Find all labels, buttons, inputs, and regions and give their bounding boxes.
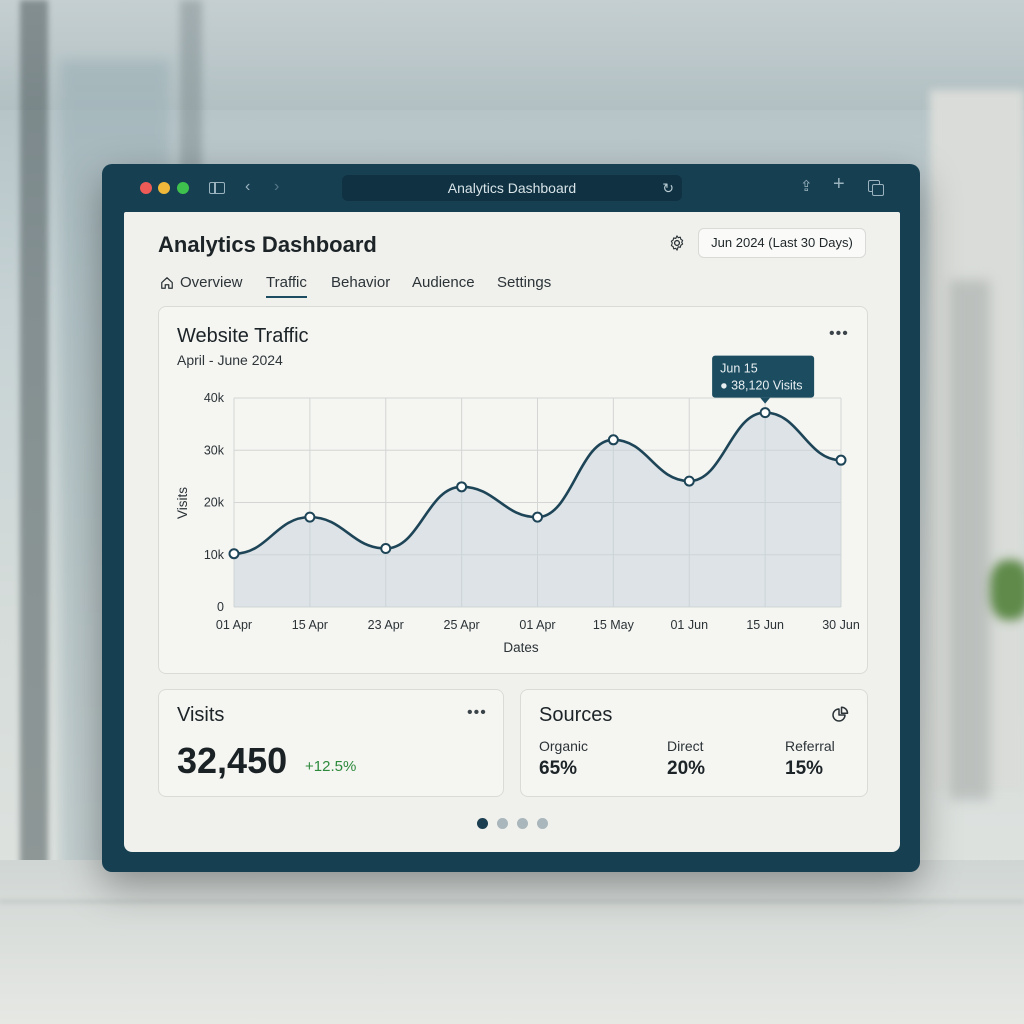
minimize-button[interactable] (158, 182, 170, 194)
x-tick-label: 23 Apr (368, 618, 404, 632)
home-icon (161, 277, 173, 289)
source-label-organic: Organic (539, 738, 589, 754)
data-point (380, 542, 392, 554)
close-button[interactable] (140, 182, 152, 194)
title-bar: ‹ › Analytics Dashboard ↻ ⇪ + (102, 164, 920, 212)
x-axis-label: Dates (503, 640, 539, 655)
pager-dot[interactable] (477, 818, 488, 829)
gear-icon[interactable] (668, 234, 686, 252)
chart-subtitle: April - June 2024 (177, 352, 283, 368)
back-icon[interactable]: ‹ (245, 178, 251, 195)
data-point (683, 475, 695, 487)
tooltip-date: Jun 15 (720, 362, 758, 376)
data-point (456, 481, 468, 493)
browser-window: ‹ › Analytics Dashboard ↻ ⇪ + Analytics … (102, 164, 920, 872)
new-tab-icon[interactable]: + (833, 173, 845, 195)
source-value-organic: 65% (539, 758, 578, 779)
maximize-button[interactable] (177, 182, 189, 194)
reload-icon[interactable]: ↻ (662, 180, 674, 196)
sources-title: Sources (539, 704, 613, 726)
data-point (759, 407, 771, 419)
chart-tooltip: Jun 15 ● 38,120 Visits (712, 355, 815, 404)
tab-overview[interactable]: Overview (180, 274, 243, 291)
source-value-referral: 15% (785, 758, 824, 779)
source-label-referral: Referral (785, 738, 835, 754)
more-options-icon[interactable]: ••• (829, 325, 849, 342)
source-label-direct: Direct (667, 738, 704, 754)
data-point (304, 511, 316, 523)
dashboard-content: Analytics Dashboard Jun 2024 (Last 30 Da… (124, 212, 900, 852)
y-axis-label: Visits (175, 487, 190, 519)
x-tick-label: 25 Apr (444, 618, 480, 632)
y-tick-label: 0 (217, 600, 224, 614)
x-tick-label: 30 Jun (822, 618, 860, 632)
x-tick-label: 15 Apr (292, 618, 328, 632)
sources-card: Sources Organic 65% Direct 20% Referral … (520, 689, 868, 797)
date-range-button[interactable]: Jun 2024 (Last 30 Days) (698, 228, 866, 258)
pie-chart-icon[interactable] (831, 706, 849, 724)
page-title: Analytics Dashboard (158, 232, 377, 257)
x-tick-label: 01 Apr (519, 618, 555, 632)
y-tick-label: 10k (204, 548, 225, 562)
tab-audience[interactable]: Audience (412, 274, 475, 291)
visits-delta: +12.5% (305, 758, 357, 775)
y-tick-label: 30k (204, 443, 225, 457)
tab-traffic[interactable]: Traffic (266, 274, 307, 298)
data-point (835, 454, 847, 466)
source-value-direct: 20% (667, 758, 706, 779)
pager-dot[interactable] (497, 818, 508, 829)
traffic-chart: 0 10k 20k 30k 40k 01 Apr 15 Apr 23 Apr 25 Apr 01… (175, 355, 860, 655)
pager-dot[interactable] (537, 818, 548, 829)
tooltip-value: ● 38,120 Visits (720, 379, 802, 393)
tab-settings[interactable]: Settings (497, 274, 552, 291)
y-tick-label: 20k (204, 496, 225, 510)
y-tick-label: 40k (204, 391, 225, 405)
forward-icon[interactable]: › (274, 178, 280, 195)
sidebar-toggle-icon[interactable] (209, 182, 225, 194)
chart-area-fill (234, 412, 841, 607)
x-tick-label: 15 Jun (746, 618, 784, 632)
address-bar-title: Analytics Dashboard (447, 180, 577, 196)
x-tick-label: 15 May (593, 618, 635, 632)
chart-title: Website Traffic (177, 325, 309, 347)
data-point (532, 511, 543, 523)
tab-behavior[interactable]: Behavior (331, 274, 391, 291)
data-point (228, 548, 240, 560)
x-tick-label: 01 Jun (670, 618, 708, 632)
more-options-icon[interactable]: ••• (467, 704, 487, 721)
visits-value: 32,450 (177, 740, 288, 781)
visits-title: Visits (177, 704, 225, 726)
pager-dot[interactable] (517, 818, 528, 829)
tab-overview-icon[interactable] (868, 180, 884, 196)
address-bar[interactable]: Analytics Dashboard ↻ (342, 175, 682, 201)
share-icon[interactable]: ⇪ (800, 178, 813, 195)
x-tick-label: 01 Apr (216, 618, 252, 632)
visits-card: Visits ••• 32,450 +12.5% (158, 689, 504, 797)
data-point (607, 434, 619, 446)
